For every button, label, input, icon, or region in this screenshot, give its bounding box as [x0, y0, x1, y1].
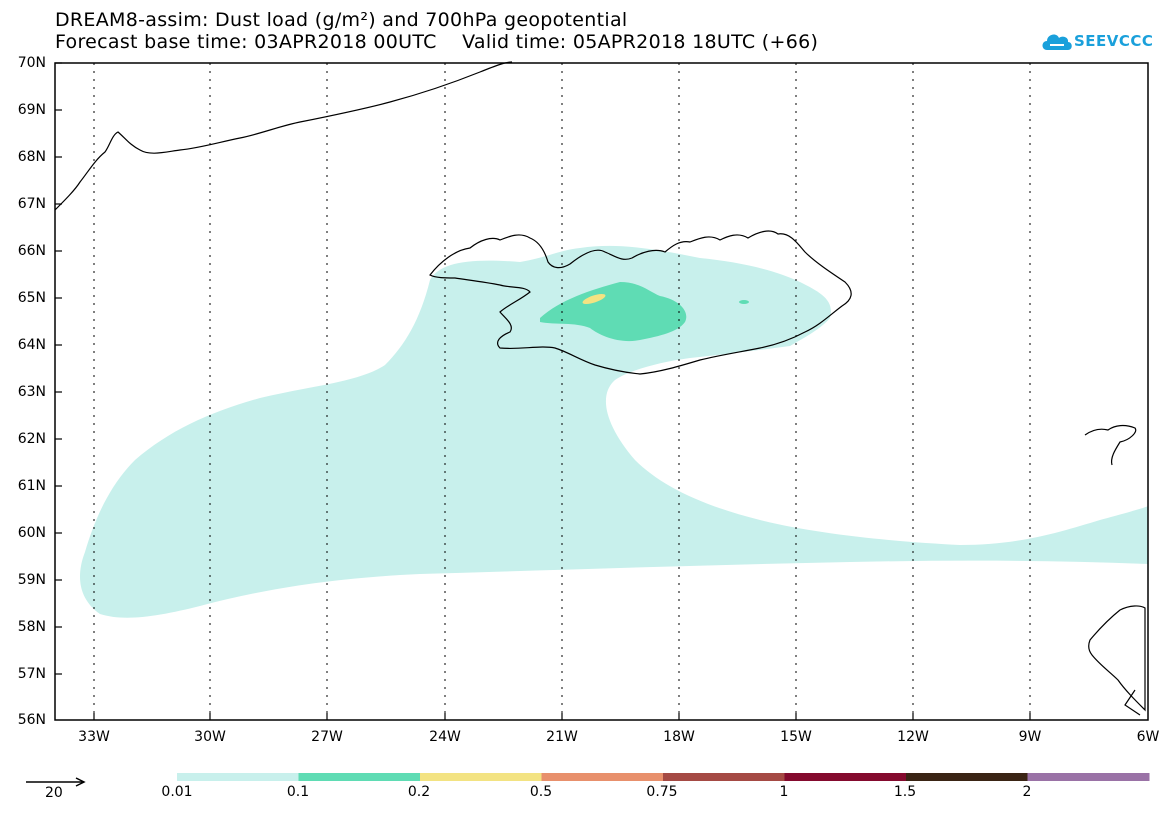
- legend-level-label: 1.5: [893, 784, 917, 800]
- seevccc-logo: SEEVCCC: [1040, 28, 1154, 58]
- lon-label: 15W: [780, 729, 812, 745]
- lon-label: 24W: [429, 729, 461, 745]
- cloud-icon: [1042, 34, 1072, 50]
- legend-colorbar: [177, 773, 1150, 781]
- lon-label: 6W: [1136, 729, 1160, 745]
- lat-label: 68N: [17, 149, 46, 165]
- lon-label: 12W: [897, 729, 929, 745]
- dust-area-0.1: [540, 282, 687, 342]
- gridlines: [93, 63, 1031, 720]
- lon-label: 27W: [311, 729, 343, 745]
- vector-reference-arrow: [26, 777, 86, 787]
- legend-level-label: 2: [1022, 784, 1032, 800]
- legend-swatch: [177, 773, 299, 781]
- lat-label: 57N: [17, 666, 46, 682]
- lon-label: 9W: [1018, 729, 1042, 745]
- lon-label: 33W: [78, 729, 110, 745]
- lat-label: 61N: [17, 478, 46, 494]
- legend-swatch: [784, 773, 907, 781]
- map-subtitle-times: Forecast base time: 03APR2018 00UTC Vali…: [55, 31, 819, 53]
- lat-label: 70N: [17, 55, 46, 71]
- legend-swatch: [420, 773, 542, 781]
- logo-text: SEEVCCC: [1074, 32, 1154, 50]
- dust-area-0.2: [582, 294, 606, 304]
- coastlines: [54, 61, 1146, 716]
- lon-label: 18W: [663, 729, 695, 745]
- legend-swatch: [1027, 773, 1150, 781]
- lat-label: 60N: [17, 525, 46, 541]
- vector-scale-label: 20: [45, 785, 63, 801]
- legend-swatch: [298, 773, 421, 781]
- lat-label: 67N: [17, 196, 46, 212]
- legend-swatch: [906, 773, 1028, 781]
- legend-level-label: 0.01: [161, 784, 193, 800]
- legend-swatch: [541, 773, 664, 781]
- lat-label: 64N: [17, 337, 46, 353]
- lon-label: 30W: [194, 729, 226, 745]
- legend-level-label: 0.2: [407, 784, 431, 800]
- lat-label: 58N: [17, 619, 46, 635]
- axis-ticks: [55, 62, 1031, 720]
- lat-label: 62N: [17, 431, 46, 447]
- lat-label: 56N: [17, 712, 46, 728]
- dust-area-0.1-spot: [739, 300, 749, 304]
- lat-label: 59N: [17, 572, 46, 588]
- lon-label: 21W: [546, 729, 578, 745]
- legend-level-label: 0.75: [646, 784, 678, 800]
- lat-label: 63N: [17, 384, 46, 400]
- lat-label: 69N: [17, 102, 46, 118]
- lat-label: 65N: [17, 290, 46, 306]
- lat-label: 66N: [17, 243, 46, 259]
- map-title: DREAM8-assim: Dust load (g/m²) and 700hP…: [55, 9, 628, 31]
- legend-level-label: 0.5: [529, 784, 553, 800]
- legend-level-label: 0.1: [286, 784, 310, 800]
- legend-swatch: [663, 773, 785, 781]
- dust-area-0.01: [80, 245, 1149, 618]
- legend-level-label: 1: [779, 784, 789, 800]
